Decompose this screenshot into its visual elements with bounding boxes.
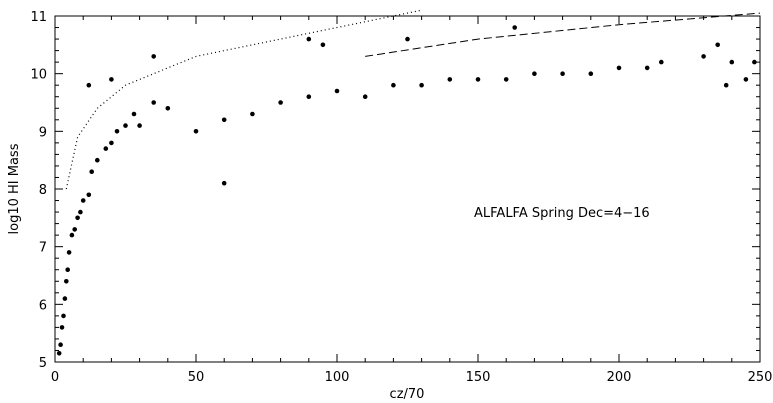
x-tick-label: 0 (51, 370, 59, 385)
x-tick-label: 100 (325, 370, 350, 385)
data-point (475, 77, 481, 82)
x-axis-ticks: 0 50 100 150 200 250 (51, 16, 773, 385)
data-point (78, 209, 83, 215)
data-point (86, 82, 92, 88)
data-point (62, 296, 68, 301)
data-point (419, 82, 424, 88)
x-tick-label: 50 (188, 370, 205, 385)
y-tick-label: 5 (39, 356, 47, 371)
y-tick-label: 11 (30, 10, 47, 25)
plot-area (55, 16, 760, 362)
data-point (752, 59, 757, 65)
data-point (447, 77, 453, 82)
data-point (221, 180, 227, 186)
data-point (743, 77, 749, 82)
data-point (221, 117, 227, 123)
data-point (405, 36, 410, 42)
x-tick-label: 200 (607, 370, 632, 385)
data-point (306, 36, 312, 42)
data-point (114, 129, 120, 134)
data-point (503, 77, 509, 82)
data-point (644, 65, 650, 71)
data-point (80, 198, 86, 203)
data-point (588, 71, 594, 76)
data-point (75, 215, 80, 221)
data-point (59, 325, 65, 330)
dotted-curve (65, 9, 422, 190)
data-point (64, 279, 69, 284)
data-point (56, 351, 62, 356)
model-curves (65, 9, 761, 190)
data-point (151, 100, 156, 105)
y-axis-label: log10 HI Mass (7, 143, 22, 234)
y-tick-label: 6 (39, 298, 47, 313)
data-point (86, 192, 92, 198)
data-point (95, 157, 100, 163)
data-point (560, 71, 565, 76)
data-point (58, 342, 63, 348)
y-tick-label: 8 (39, 183, 47, 198)
y-tick-label: 7 (39, 241, 47, 256)
data-point (165, 106, 171, 111)
data-point (151, 54, 156, 59)
y-tick-label: 9 (39, 125, 47, 140)
data-point (123, 123, 128, 128)
dashed-curve (365, 12, 761, 57)
data-point (69, 232, 75, 238)
data-point (137, 123, 142, 128)
data-point (334, 88, 340, 94)
data-point (131, 111, 137, 117)
data-point (109, 77, 114, 82)
data-point (66, 250, 72, 255)
data-point (512, 25, 517, 30)
data-point (320, 42, 326, 48)
data-point (250, 111, 255, 117)
x-axis-label: cz/70 (390, 387, 425, 402)
y-tick-label: 10 (30, 68, 47, 83)
data-point (532, 71, 537, 76)
data-point (61, 313, 66, 319)
scatter-points (56, 25, 757, 356)
data-point (391, 82, 396, 88)
data-point (193, 129, 199, 134)
data-point (65, 267, 70, 273)
data-point (729, 59, 735, 65)
chart-annotation: ALFALFA Spring Dec=4−16 (474, 206, 650, 221)
data-point (306, 94, 312, 99)
y-axis-ticks: 5 6 7 8 9 10 11 (30, 10, 760, 371)
data-point (659, 59, 664, 65)
x-tick-label: 150 (466, 370, 491, 385)
data-point (701, 54, 706, 59)
data-point (723, 82, 729, 88)
data-point (616, 65, 622, 71)
x-tick-label: 250 (748, 370, 773, 385)
data-point (103, 146, 109, 151)
data-point (715, 42, 720, 48)
data-point (278, 100, 283, 105)
data-point (362, 94, 368, 99)
data-point (109, 140, 114, 146)
data-point (89, 169, 94, 174)
data-point (72, 227, 77, 232)
